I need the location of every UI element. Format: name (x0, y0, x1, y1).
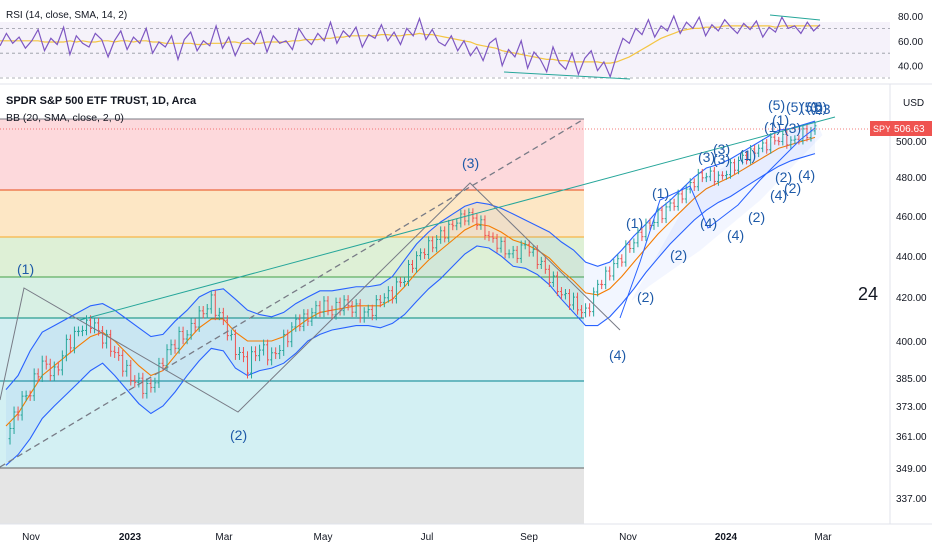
bb-basis (5, 136, 816, 427)
rsi-tick-label: 40.00 (898, 62, 923, 73)
bb-fill (6, 121, 815, 466)
wave-channel (631, 119, 823, 301)
wave-label: (2) (748, 209, 765, 225)
wave-label: (1) (626, 215, 643, 231)
wave-label: (1) (739, 147, 756, 163)
fib-zone (0, 381, 584, 468)
symbol-name: SPDR S&P 500 ETF TRUST, 1D, Arca (6, 95, 197, 107)
price-tag-symbol-bg (870, 121, 890, 136)
price-tick-label: 349.00 (896, 464, 927, 475)
rsi-levels (0, 27, 890, 79)
fib-zone (0, 277, 584, 318)
wave-label: (1) (772, 112, 789, 128)
rsi-pane: 80.00 60.00 40.00 (0, 12, 923, 80)
price-tick-label: 420.00 (896, 293, 927, 304)
channel-trendline (79, 116, 836, 321)
rsi-axis: 80.00 60.00 40.00 (898, 12, 923, 73)
fib-zone (0, 237, 584, 277)
wave-label: (3) (713, 141, 730, 157)
price-axis[interactable]: USD 500.00 480.00 460.00 440.00 420.00 400.00 3… (0, 98, 932, 505)
fib-zone (0, 119, 584, 190)
fib-zone (0, 190, 584, 237)
wave-label: (2) (775, 169, 792, 185)
wave-path (619, 127, 816, 319)
wave-label: (3) (698, 149, 715, 165)
bb-lower (5, 153, 816, 466)
wave-label: (1) (652, 185, 669, 201)
wave-label: (1) (764, 119, 781, 135)
rsi-band (0, 22, 890, 77)
wave-label: (4) (727, 227, 744, 243)
wave-label: (3) (806, 99, 823, 115)
wave-label: (5) (800, 99, 817, 115)
wave-label: (2) (637, 289, 654, 305)
wave-label: (4) (700, 215, 717, 231)
fib-retracement (0, 118, 584, 524)
rsi-trendline (503, 71, 631, 80)
price-tick-label: 500.00 (896, 137, 927, 148)
wave-label: (5) (810, 99, 827, 115)
rsi-line (0, 14, 821, 79)
wave-label: (3) (713, 151, 730, 167)
wave-cycle-line (0, 182, 621, 413)
fib-diagonal (0, 118, 585, 468)
price-tag-bg (890, 121, 932, 136)
time-tick-label: Jul (421, 532, 434, 543)
wave-label: (3) (462, 155, 479, 171)
price-tick-label: 480.00 (896, 173, 927, 184)
time-tick-label: Mar (215, 532, 233, 543)
time-tick-label: Sep (520, 532, 538, 543)
wave-label: 24 (858, 284, 878, 304)
candles (8, 121, 817, 445)
rsi-tick-label: 60.00 (898, 37, 923, 48)
wave-label: (4) (770, 187, 787, 203)
currency-label: USD (903, 98, 924, 109)
wave-label: (2) (230, 427, 247, 443)
time-tick-label: May (314, 532, 333, 543)
symbol-label[interactable]: SPDR S&P 500 ETF TRUST, 1D, Arca (6, 95, 196, 107)
wave-label: (4) (798, 167, 815, 183)
time-tick-label: Nov (619, 532, 637, 543)
wave-label: 23 (815, 101, 831, 117)
wave-labels: (1)(2)(3)(4)(1)(2)(1)(2)(3)(4)(1)(2)(3)(… (17, 97, 878, 443)
time-tick-label: Nov (22, 532, 40, 543)
wave-label: (5) (768, 97, 785, 113)
price-grid (0, 84, 932, 525)
price-tag-symbol: SPY (873, 124, 891, 134)
wave-label: (4) (609, 347, 626, 363)
rsi-sma-line (0, 25, 820, 64)
price-tick-label: 385.00 (896, 374, 927, 385)
time-tick-label: Mar (814, 532, 832, 543)
price-tick-label: 337.00 (896, 494, 927, 505)
wave-label: (2) (784, 180, 801, 196)
fib-zone (0, 468, 584, 524)
wave-label: (2) (670, 247, 687, 263)
price-tick-label: 460.00 (896, 212, 927, 223)
wave-label: (5) (786, 99, 803, 115)
rsi-trendline-2 (769, 14, 821, 21)
price-tick-label: 400.00 (896, 337, 927, 348)
wave-label: (3) (784, 120, 801, 136)
price-tick-label: 440.00 (896, 252, 927, 263)
rsi-tick-label: 80.00 (898, 12, 923, 23)
price-tick-label: 361.00 (896, 432, 927, 443)
rsi-title: RSI (14, close, SMA, 14, 2) (6, 10, 128, 21)
price-tag-value: 506.63 (894, 124, 925, 135)
indicator-label[interactable]: BB (20, SMA, close, 2, 0) (6, 112, 124, 124)
price-tick-label: 373.00 (896, 402, 927, 413)
time-tick-label: 2023 (119, 532, 142, 543)
wave-label: (1) (17, 261, 34, 277)
time-tick-label: 2024 (715, 532, 738, 543)
wave-drawings (0, 116, 836, 468)
time-axis[interactable]: Nov 2023 Mar May Jul Sep Nov 2024 Mar (22, 532, 832, 543)
